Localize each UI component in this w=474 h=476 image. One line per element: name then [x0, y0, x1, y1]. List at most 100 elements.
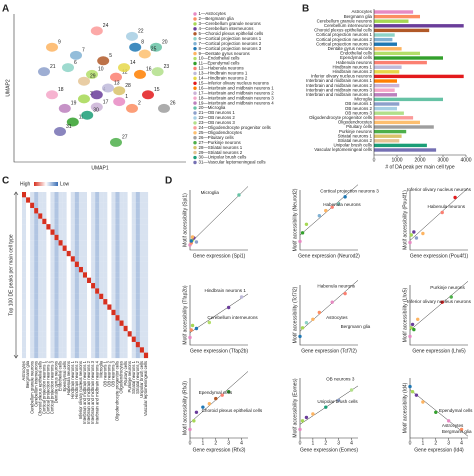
heatmap-cell: [115, 192, 120, 198]
heatmap-cell: [78, 352, 84, 359]
annotation: Habenula neurons: [428, 204, 466, 209]
heatmap-cell: [54, 288, 59, 294]
heatmap-cell: [103, 352, 108, 359]
heatmap-cell: [107, 277, 112, 284]
heatmap-cell: [42, 229, 47, 235]
legend-label: 3—Cerebellum granule neurons: [199, 21, 262, 26]
heatmap-cell: [66, 266, 71, 273]
heatmap-cell: [135, 309, 140, 316]
heatmap-cell: [131, 277, 136, 284]
heatmap-cell: [46, 320, 51, 326]
point: [408, 384, 412, 389]
heatmap-cell: [66, 341, 71, 348]
x-tick-label: Microglia: [98, 360, 103, 377]
heatmap-cell: [143, 202, 149, 209]
heatmap-cell: [143, 325, 149, 332]
heatmap-cell: [135, 341, 140, 348]
heatmap-cell: [95, 331, 100, 337]
heatmap-cell: [91, 245, 96, 252]
heatmap-cell: [70, 256, 75, 262]
heatmap-cell: [22, 320, 27, 326]
heatmap-cell: [26, 197, 31, 203]
bar: [374, 93, 397, 97]
heatmap-cell: [127, 315, 132, 321]
legend-label: 23—OB neurons 3: [199, 120, 236, 125]
heatmap-cell: [50, 218, 55, 225]
trend-line: [299, 385, 359, 425]
heatmap-cell: [107, 341, 112, 348]
heatmap-cell: [30, 234, 35, 241]
heatmap-cell: [26, 325, 31, 332]
x-tick-label: Striatal neurons 1: [131, 360, 136, 393]
heatmap-cell: [66, 299, 71, 305]
heatmap-cell: [26, 192, 31, 198]
heatmap-cell: [50, 336, 55, 343]
heatmap-cell: [42, 277, 47, 284]
heatmap-cell: [143, 331, 149, 337]
heatmap-cell: [22, 272, 27, 278]
heatmap-cell: [26, 293, 31, 300]
heatmap-cell: [82, 277, 88, 284]
heatmap-cell: [50, 266, 55, 273]
heatmap-cell: [143, 293, 149, 300]
heatmap-cell: [123, 218, 128, 225]
heatmap-cell: [95, 266, 100, 273]
legend-label: 12—Habenula neurons: [199, 66, 245, 71]
heatmap-cell: [82, 304, 88, 310]
heatmap-cell: [74, 315, 80, 321]
heatmap-cell: [135, 293, 140, 300]
heatmap-cell: [78, 261, 84, 268]
heatmap-cell: [42, 192, 47, 198]
heatmap-cell: [87, 336, 92, 343]
legend-swatch: [193, 71, 197, 76]
heatmap-cell: [91, 283, 96, 289]
heatmap-cell: [74, 299, 80, 305]
heatmap-cell: [123, 347, 128, 353]
heatmap-cell: [107, 250, 112, 257]
heatmap-cell: [22, 277, 27, 284]
x-tick-label: 3: [227, 440, 230, 446]
legend-swatch: [193, 131, 197, 135]
heatmap-cell: [107, 315, 112, 321]
y-axis-label: Motif accessibility (Pou4f1): [402, 190, 408, 250]
heatmap-cell: [91, 320, 96, 326]
heatmap-cell: [91, 197, 96, 203]
heatmap-cell: [26, 266, 31, 273]
heatmap-cell: [30, 261, 35, 268]
heatmap-cell: [58, 288, 63, 294]
y-tick-label: Interbrain and midbrain neurons 4: [306, 92, 372, 97]
cluster-label: 31: [66, 124, 72, 130]
heatmap-cell: [131, 315, 136, 321]
y-tick-label: Microglia: [354, 97, 372, 102]
heatmap-cell: [95, 229, 100, 235]
cluster: [81, 110, 94, 120]
heatmap-cell: [70, 347, 75, 353]
heatmap-cell: [50, 234, 55, 241]
legend-swatch: [193, 22, 197, 26]
heatmap-cell: [111, 208, 116, 214]
heatmap-cell: [46, 197, 51, 203]
y-axis-label: Motif accessibility (Spi1): [182, 193, 188, 247]
cluster-label: 1: [125, 94, 128, 100]
heatmap-cell: [87, 283, 92, 289]
heatmap-cell: [42, 197, 47, 203]
heatmap-cell: [34, 240, 39, 246]
y-tick-label: Striatal neurons 2: [338, 138, 373, 143]
heatmap-cell: [135, 347, 140, 353]
annotation: Cortical projection neurons 3: [320, 188, 379, 193]
heatmap-cell: [131, 208, 136, 214]
heatmap-cell: [82, 250, 88, 257]
heatmap-cell: [30, 341, 35, 348]
heatmap-cell: [115, 197, 120, 203]
heatmap-cell: [58, 325, 63, 332]
heatmap-cell: [111, 261, 116, 268]
heatmap-cell: [30, 218, 35, 225]
heatmap-cell: [62, 309, 67, 316]
heatmap-cell: [139, 229, 145, 235]
point: [189, 239, 193, 243]
heatmap-cell: [22, 352, 27, 359]
heatmap-cell: [38, 245, 43, 252]
heatmap-cell: [103, 213, 108, 219]
heatmap-cell: [38, 309, 43, 316]
heatmap-cell: [30, 320, 35, 326]
